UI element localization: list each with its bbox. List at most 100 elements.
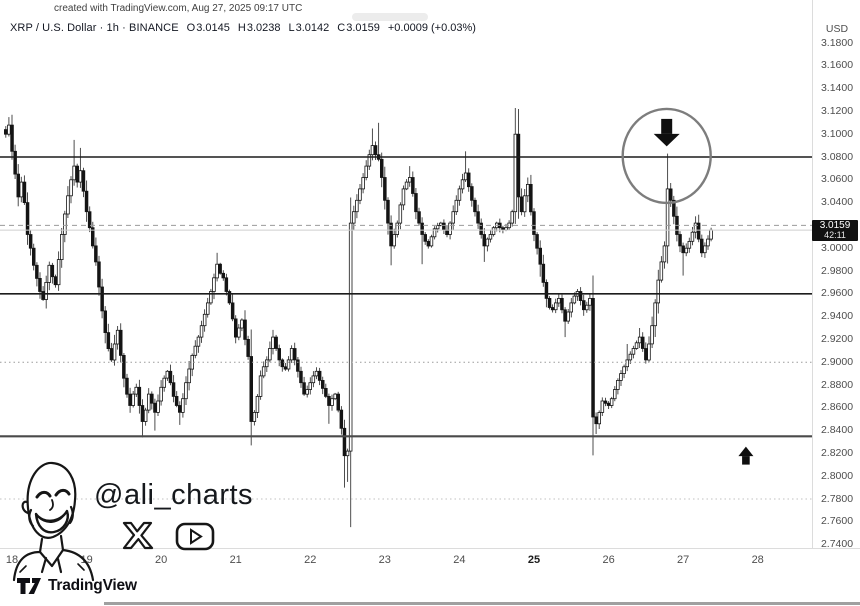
- price-axis-label: 3.0800: [820, 150, 854, 163]
- candle-body: [47, 264, 52, 283]
- candle-body: [383, 177, 387, 201]
- candle-body: [333, 393, 337, 400]
- candle-body: [653, 302, 657, 327]
- candle-body: [687, 240, 692, 249]
- candle-body: [171, 382, 176, 397]
- candle-body: [426, 240, 431, 247]
- up-arrow-annotation[interactable]: [738, 446, 754, 457]
- candle-body: [358, 188, 362, 201]
- time-axis-label: 19: [80, 554, 93, 566]
- last-price-value: 3.0159: [819, 219, 851, 231]
- candle-body: [13, 150, 17, 175]
- footer-brand[interactable]: TradingView: [16, 576, 137, 596]
- candle-body: [591, 297, 595, 418]
- candle-body: [491, 227, 496, 235]
- time-axis-label: 21: [229, 554, 242, 566]
- candle-body: [94, 245, 98, 263]
- symbol-header: XRP / U.S. Dollar · 1h · BINANCE O3.0145…: [10, 22, 476, 34]
- candle-body: [364, 165, 368, 178]
- candle-body: [392, 234, 396, 247]
- candle-body: [569, 302, 574, 313]
- candle-body: [681, 245, 685, 254]
- down-arrow-annotation[interactable]: [661, 118, 673, 134]
- candle-body: [616, 379, 620, 390]
- candle-body: [249, 356, 253, 422]
- candle-body: [122, 354, 126, 379]
- watermark-handle: @ali_charts: [94, 479, 254, 511]
- candle-body: [224, 277, 229, 292]
- candle-body: [162, 377, 166, 388]
- time-axis[interactable]: 18 19 20 21 22 23 24 25 26 27 28: [0, 548, 860, 571]
- candle-body: [460, 179, 465, 190]
- candle-body: [252, 411, 257, 422]
- up-arrow-annotation[interactable]: [742, 456, 750, 465]
- candle-body: [146, 393, 151, 411]
- candle-body: [289, 348, 294, 361]
- candle-body: [193, 345, 198, 356]
- candle-body: [588, 297, 592, 306]
- candle-body: [603, 400, 608, 404]
- candle-body: [277, 348, 281, 361]
- candle-body: [420, 222, 424, 235]
- candle-body: [19, 181, 24, 198]
- candle-body: [488, 234, 493, 240]
- candle-body: [600, 400, 605, 413]
- price-axis-label: 3.0400: [820, 196, 854, 209]
- candle-body: [292, 348, 297, 361]
- candle-body: [28, 234, 33, 249]
- time-axis-label: 26: [602, 554, 615, 566]
- candle-body: [134, 386, 138, 395]
- candle-body: [81, 170, 86, 192]
- symbol-title[interactable]: XRP / U.S. Dollar · 1h · BINANCE: [10, 22, 179, 34]
- candle-body: [32, 247, 36, 266]
- candle-body: [143, 409, 148, 422]
- candlestick-chart[interactable]: [0, 0, 812, 548]
- candle-body: [451, 211, 455, 224]
- ohlc-high: H3.0238: [237, 22, 281, 34]
- highlight-circle-annotation[interactable]: [621, 107, 712, 205]
- candle-body: [423, 234, 427, 242]
- price-axis-label: 2.7800: [820, 492, 854, 505]
- candle-body: [7, 124, 11, 135]
- candle-body: [473, 199, 477, 213]
- candle-body: [237, 327, 241, 338]
- down-arrow-annotation[interactable]: [653, 133, 680, 147]
- candle-body: [91, 227, 95, 247]
- price-axis-label: 3.1000: [820, 127, 854, 140]
- candle-body: [106, 332, 111, 350]
- candle-body: [330, 398, 334, 406]
- candle-body: [628, 353, 633, 361]
- candle-body: [351, 211, 356, 224]
- candle-body: [519, 196, 524, 213]
- time-axis-label: 27: [676, 554, 690, 566]
- candle-body: [557, 297, 561, 304]
- candle-body: [522, 195, 527, 213]
- candle-body: [230, 302, 235, 320]
- candle-body: [373, 145, 378, 156]
- price-axis[interactable]: USD 3.1800 3.1600 3.1400 3.1200 3.1000 3.0800…: [812, 0, 860, 550]
- candle-body: [411, 177, 415, 194]
- candle-body: [128, 393, 132, 406]
- candle-body: [280, 359, 285, 368]
- candle-body: [125, 377, 129, 395]
- candle-body: [109, 348, 114, 361]
- candle-body: [274, 336, 278, 349]
- candle-body: [582, 300, 586, 311]
- candle-body: [258, 375, 263, 397]
- candle-body: [485, 238, 490, 247]
- candle-body: [510, 211, 514, 224]
- candle-body: [370, 145, 375, 156]
- candle-body: [609, 398, 614, 406]
- candle-body: [246, 338, 250, 357]
- candle-body: [218, 263, 222, 274]
- candle-body: [696, 222, 701, 240]
- candle-body: [119, 329, 123, 356]
- candle-body: [379, 158, 384, 178]
- candle-body: [25, 202, 30, 235]
- candle-body: [240, 319, 244, 329]
- candle-body: [103, 310, 108, 333]
- candle-body: [479, 222, 483, 235]
- candle-body: [156, 400, 160, 413]
- candle-body: [131, 393, 135, 406]
- candle-body: [544, 281, 549, 299]
